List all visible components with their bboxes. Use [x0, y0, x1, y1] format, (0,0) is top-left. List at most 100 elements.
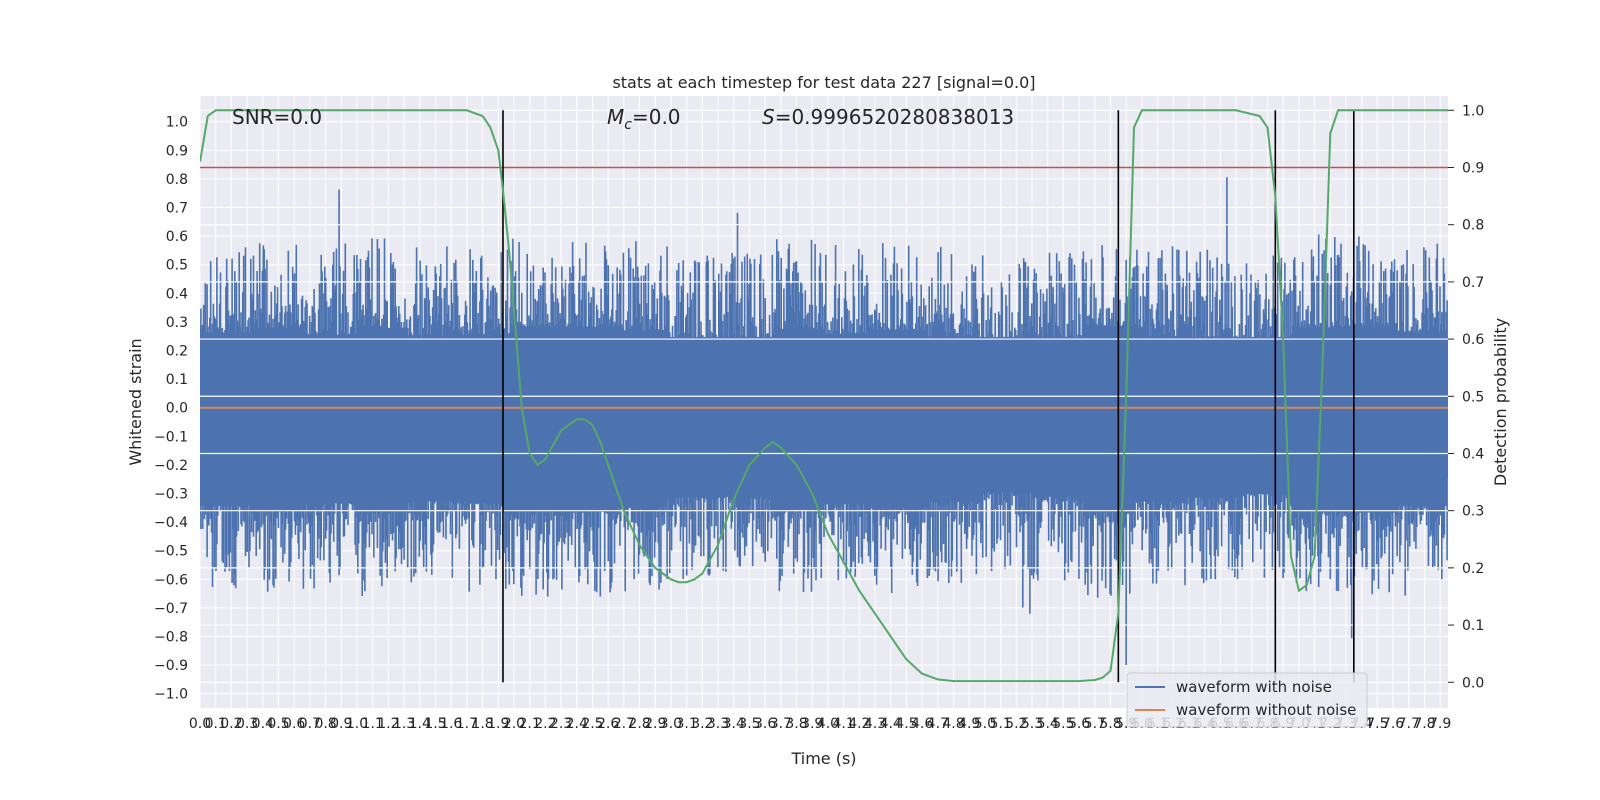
- y2-axis-ticks: 1.0 0.9 0.8 0.7 0.6 0.5 0.4 0.3 0.2 0.1 0.0: [1448, 103, 1484, 691]
- x-tick-label: 3.1: [676, 716, 698, 732]
- x-tick-label: 7.5: [1366, 716, 1388, 732]
- y-axis-label: Whitened strain: [126, 338, 145, 465]
- x-tick-label: 5.2: [1005, 716, 1027, 732]
- y-tick-label: 0.7: [166, 201, 188, 217]
- x-tick-label: 1.9: [487, 716, 509, 732]
- x-tick-label: 3.6: [754, 716, 776, 732]
- x-tick-label: 7.7: [1398, 716, 1420, 732]
- x-tick-label: 7.6: [1382, 716, 1404, 732]
- chart-title: stats at each timestep for test data 227…: [612, 73, 1035, 92]
- y-tick-label: 0.1: [166, 372, 188, 388]
- y-tick-label: −0.9: [154, 658, 188, 674]
- x-tick-label: 0.5: [267, 716, 289, 732]
- x-tick-label: 2.7: [613, 716, 635, 732]
- x-tick-label: 7.9: [1429, 716, 1451, 732]
- y-tick-label: 0.2: [166, 344, 188, 360]
- x-tick-label: 0.4: [252, 716, 274, 732]
- y-tick-label: 0.3: [166, 315, 188, 331]
- x-tick-label: 1.2: [377, 716, 399, 732]
- y2-axis-label: Detection probability: [1491, 318, 1510, 486]
- x-tick-label: 5.1: [989, 716, 1011, 732]
- x-tick-label: 5.6: [1068, 716, 1090, 732]
- y-tick-label: −0.6: [154, 572, 188, 588]
- y2-tick-label: 0.1: [1462, 618, 1484, 634]
- legend-box: [1126, 672, 1368, 728]
- y2-tick-label: 0.2: [1462, 561, 1484, 577]
- x-tick-label: 2.0: [503, 716, 525, 732]
- y2-tick-label: 0.4: [1462, 446, 1484, 462]
- x-tick-label: 5.4: [1037, 716, 1059, 732]
- y-tick-label: 1.0: [166, 115, 188, 131]
- y-tick-label: 0.4: [166, 286, 188, 302]
- x-tick-label: 3.3: [707, 716, 729, 732]
- x-tick-label: 3.5: [738, 716, 760, 732]
- x-tick-label: 2.9: [644, 716, 666, 732]
- y-tick-label: −0.2: [154, 458, 188, 474]
- x-tick-label: 0.3: [236, 716, 258, 732]
- x-tick-label: 4.5: [895, 716, 917, 732]
- x-tick-label: 0.9: [330, 716, 352, 732]
- x-tick-label: 2.6: [597, 716, 619, 732]
- x-tick-label: 2.4: [566, 716, 588, 732]
- x-tick-label: 3.8: [785, 716, 807, 732]
- x-tick-label: 2.5: [581, 716, 603, 732]
- x-tick-label: 0.1: [205, 716, 227, 732]
- x-tick-label: 4.1: [832, 716, 854, 732]
- x-tick-label: 4.3: [864, 716, 886, 732]
- x-tick-label: 0.7: [299, 716, 321, 732]
- x-tick-label: 4.2: [848, 716, 870, 732]
- score-annotation: S=0.9996520280838013: [762, 105, 1014, 129]
- x-tick-label: 0.2: [220, 716, 242, 732]
- chirp-mass-annotation: Mc=0.0: [607, 105, 681, 133]
- y-axis-ticks: 1.0 0.9 0.8 0.7 0.6 0.5 0.4 0.3 0.2 0.1 0.0 −0.1 −0.…: [154, 115, 188, 703]
- x-tick-label: 2.3: [550, 716, 572, 732]
- x-axis-label: Time (s): [790, 749, 856, 768]
- x-tick-label: 1.1: [362, 716, 384, 732]
- y-tick-label: −1.0: [154, 687, 188, 703]
- y-tick-label: 0.9: [166, 143, 188, 159]
- x-tick-label: 0.0: [189, 716, 211, 732]
- y2-tick-label: 0.8: [1462, 218, 1484, 234]
- x-tick-label: 0.6: [283, 716, 305, 732]
- x-tick-label: 3.4: [723, 716, 745, 732]
- x-tick-label: 4.4: [880, 716, 902, 732]
- y2-tick-label: 0.0: [1462, 675, 1484, 691]
- x-tick-label: 5.8: [1099, 716, 1121, 732]
- y2-tick-label: 0.5: [1462, 389, 1484, 405]
- x-tick-label: 5.0: [974, 716, 996, 732]
- x-tick-label: 2.2: [534, 716, 556, 732]
- x-tick-label: 7.8: [1413, 716, 1435, 732]
- y-tick-label: −0.4: [154, 515, 188, 531]
- y2-tick-label: 0.9: [1462, 160, 1484, 176]
- y-tick-label: −0.1: [154, 429, 188, 445]
- y2-tick-label: 0.3: [1462, 504, 1484, 520]
- x-tick-label: 4.8: [942, 716, 964, 732]
- legend-label-noise: waveform with noise: [1176, 678, 1332, 696]
- x-tick-label: 4.9: [958, 716, 980, 732]
- y2-tick-label: 1.0: [1462, 103, 1484, 119]
- x-tick-label: 4.0: [817, 716, 839, 732]
- x-tick-label: 5.7: [1084, 716, 1106, 732]
- y-tick-label: −0.8: [154, 630, 188, 646]
- x-tick-label: 1.0: [346, 716, 368, 732]
- snr-annotation: SNR=0.0: [232, 105, 322, 129]
- x-tick-label: 2.8: [628, 716, 650, 732]
- legend-label-clean: waveform without noise: [1176, 701, 1356, 719]
- x-tick-label: 2.1: [519, 716, 541, 732]
- x-tick-label: 0.8: [314, 716, 336, 732]
- x-tick-label: 5.3: [1021, 716, 1043, 732]
- y-tick-label: 0.0: [166, 401, 188, 417]
- y2-tick-label: 0.6: [1462, 332, 1484, 348]
- y-tick-label: −0.7: [154, 601, 188, 617]
- y-tick-label: 0.8: [166, 172, 188, 188]
- x-tick-label: 1.7: [456, 716, 478, 732]
- x-tick-label: 1.6: [440, 716, 462, 732]
- y-tick-label: −0.5: [154, 544, 188, 560]
- y-tick-label: 0.6: [166, 229, 188, 245]
- x-tick-label: 4.6: [911, 716, 933, 732]
- y-tick-label: 0.5: [166, 258, 188, 274]
- x-tick-label: 3.7: [770, 716, 792, 732]
- series-detection-probability: [200, 109, 1448, 683]
- x-tick-label: 1.8: [471, 716, 493, 732]
- x-tick-label: 1.5: [424, 716, 446, 732]
